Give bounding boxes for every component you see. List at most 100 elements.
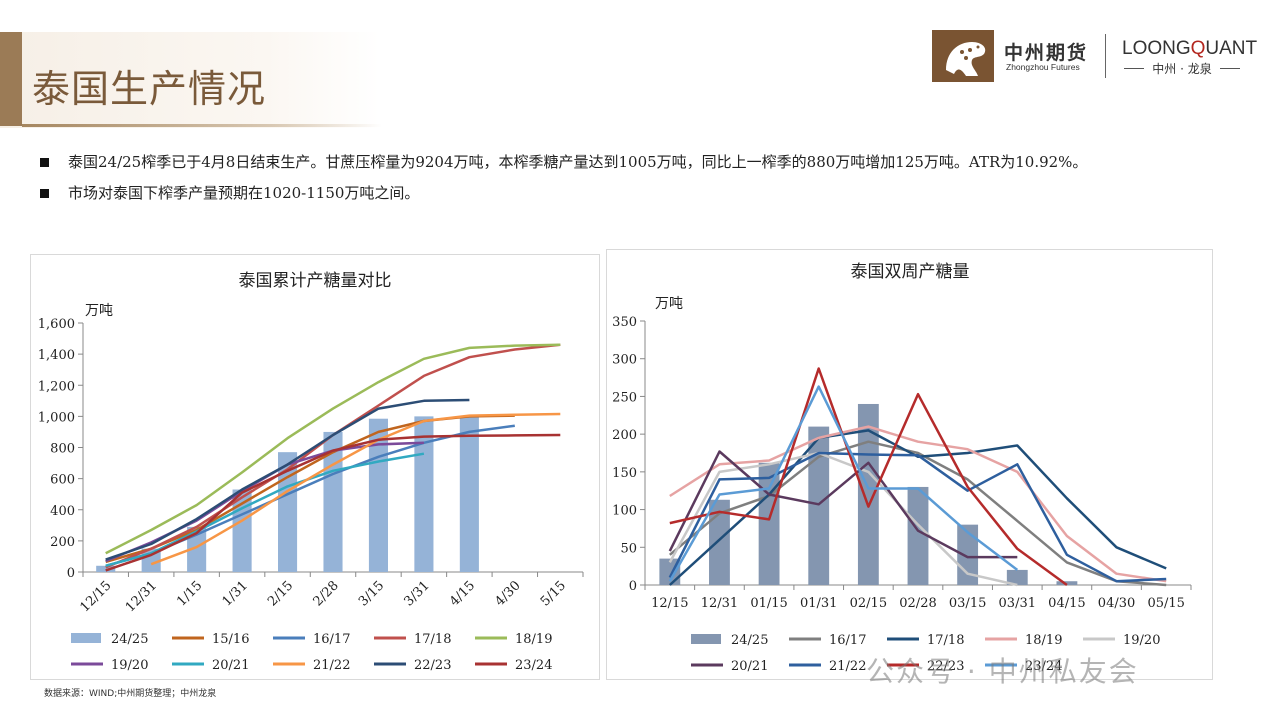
legend-label: 23/24 [515, 658, 552, 673]
legend-label: 24/25 [111, 632, 148, 647]
lq-suffix: UANT [1205, 38, 1258, 59]
x-tick-label: 04/15 [1048, 596, 1085, 611]
y-tick-label: 1,000 [38, 410, 75, 425]
y-tick-label: 200 [612, 428, 637, 443]
legend-label: 18/19 [515, 632, 552, 647]
chart-panel-biweekly: 泰国双周产糖量 万吨 0 50 100 150 200 250 300 350 12/15 12/31… [606, 249, 1213, 680]
bullet-item: 市场对泰国下榨季产量预期在1020-1150万吨之间。 [40, 178, 1210, 209]
loongquant-logo: LOONGQUANT [1122, 38, 1257, 60]
bar-24/25 [857, 403, 879, 585]
y-tick-label: 100 [612, 504, 637, 519]
legend-label: 16/17 [313, 632, 350, 647]
title-underline [22, 124, 382, 127]
series-line-20/21 [105, 452, 425, 568]
series-line-18/19 [669, 425, 1167, 583]
series-line-21/22 [668, 451, 1167, 583]
x-tick-label: 12/31 [701, 596, 738, 611]
x-tick-label: 12/15 [77, 578, 114, 615]
legend-swatch [691, 634, 721, 644]
logo-separator [1105, 34, 1106, 78]
x-tick-label: 02/28 [899, 596, 936, 611]
legend-label: 22/23 [414, 658, 451, 673]
bullet-list: 泰国24/25榨季已于4月8日结束生产。甘蔗压榨量为9204万吨，本榨季糖产量达… [40, 147, 1210, 209]
x-tick-label: 1/15 [174, 578, 205, 609]
page-title: 泰国生产情况 [32, 67, 267, 111]
chart-title: 泰国累计产糖量对比 [239, 271, 392, 291]
bullet-square-icon [40, 158, 49, 167]
x-tick-label: 2/28 [311, 578, 342, 609]
bar-24/25 [808, 426, 830, 585]
legend-label: 21/22 [313, 658, 350, 673]
series-line-22/23 [669, 367, 1068, 587]
x-tick-label: 4/15 [447, 578, 478, 609]
bar-24/25 [414, 416, 434, 572]
legend-label: 19/20 [111, 658, 148, 673]
lq-prefix: LOONG [1122, 38, 1191, 59]
x-tick-label: 01/15 [750, 596, 787, 611]
series-line-22/23 [105, 398, 470, 561]
legend-label: 24/25 [731, 633, 768, 648]
x-tick-label: 3/31 [401, 578, 432, 609]
bar-24/25 [459, 415, 479, 572]
series-line-23/24 [105, 433, 561, 572]
y-tick-label: 350 [612, 315, 637, 330]
series-line-23/24 [668, 385, 1019, 582]
bullet-text: 泰国24/25榨季已于4月8日结束生产。甘蔗压榨量为9204万吨，本榨季糖产量达… [68, 153, 1088, 171]
x-tick-label: 5/15 [538, 578, 569, 609]
legend-label: 20/21 [731, 659, 768, 674]
y-tick-label: 150 [612, 466, 637, 481]
legend-label: 23/24 [1025, 659, 1062, 674]
bar-24/25 [96, 565, 116, 572]
legend-label: 17/18 [414, 632, 451, 647]
bar-24/25 [368, 418, 388, 572]
y-tick-label: 250 [612, 390, 637, 405]
legend-label: 19/20 [1123, 633, 1160, 648]
logo-cn-name: 中州期货 [1004, 42, 1089, 64]
x-tick-label: 04/30 [1098, 596, 1135, 611]
x-tick-label: 12/31 [123, 578, 160, 615]
bar-24/25 [709, 499, 730, 585]
y-tick-label: 50 [620, 541, 637, 556]
bullet-item: 泰国24/25榨季已于4月8日结束生产。甘蔗压榨量为9204万吨，本榨季糖产量达… [40, 147, 1210, 178]
x-tick-label: 3/15 [356, 578, 387, 609]
bullet-square-icon [40, 189, 49, 198]
bar-24/25 [758, 462, 780, 585]
x-tick-label: 03/31 [999, 596, 1036, 611]
x-tick-label: 01/31 [800, 596, 837, 611]
bar-24/25 [1056, 581, 1078, 585]
legend-swatch [71, 633, 101, 643]
legend-label: 21/22 [829, 659, 866, 674]
x-tick-label: 12/15 [651, 596, 688, 611]
title-band [0, 32, 380, 128]
bullet-text: 市场对泰国下榨季产量预期在1020-1150万吨之间。 [68, 184, 420, 202]
lq-q-letter: Q [1190, 38, 1206, 59]
y-tick-label: 0 [629, 579, 637, 594]
watermark-text: 公众号 · 中州私友会 [866, 655, 1139, 688]
x-tick-label: 4/30 [492, 578, 523, 609]
bar-24/25 [1006, 569, 1028, 585]
chart-panel-cumulative: 泰国累计产糖量对比 万吨 0 200 400 600 800 1,000 1,200 1,400 1… [30, 254, 600, 680]
legend-label: 18/19 [1025, 633, 1062, 648]
x-tick-label: 03/15 [949, 596, 986, 611]
series-line-18/19 [105, 343, 561, 555]
title-accent-bar [0, 32, 22, 126]
legend-label: 16/17 [829, 633, 866, 648]
bar-24/25 [187, 526, 207, 572]
legend-label: 17/18 [927, 633, 964, 648]
legend-label: 20/21 [212, 658, 249, 673]
chart-title: 泰国双周产糖量 [851, 262, 970, 282]
x-tick-label: 05/15 [1147, 596, 1184, 611]
x-tick-label: 1/31 [220, 578, 251, 609]
series-line-19/20 [668, 451, 1018, 587]
y-tick-label: 1,600 [38, 317, 75, 332]
y-tick-label: 200 [50, 535, 75, 550]
y-tick-label: 400 [50, 504, 75, 519]
series-line-21/22 [150, 412, 561, 566]
x-tick-label: 02/15 [850, 596, 887, 611]
bar-24/25 [907, 486, 929, 585]
legend-label: 22/23 [927, 659, 964, 674]
zhongzhou-logo-icon [932, 30, 994, 82]
bar-24/25 [278, 452, 298, 572]
